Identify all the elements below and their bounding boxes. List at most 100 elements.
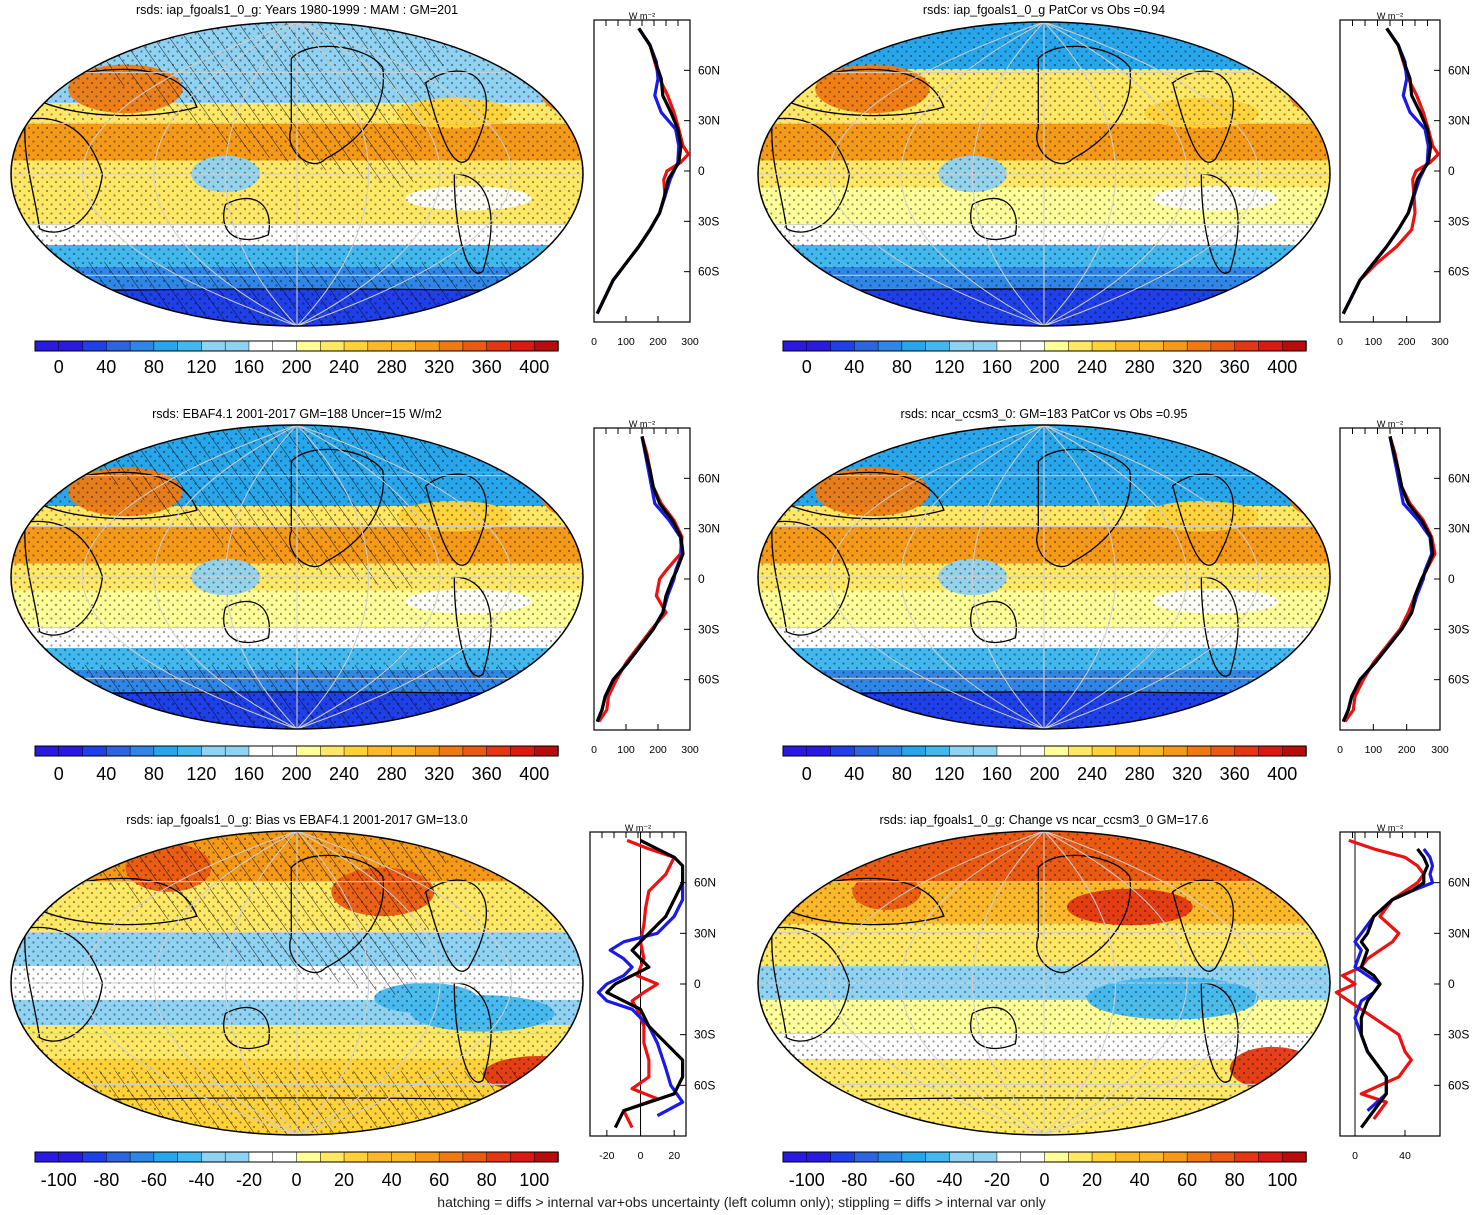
colorbar-cell [806, 1151, 832, 1163]
colorbar-tick-label: 200 [281, 357, 311, 377]
colorbar-cell [1258, 1151, 1283, 1163]
panel-title: rsds: iap_fgoals1_0_g PatCor vs Obs =0.9… [923, 3, 1165, 17]
colorbar-cell [201, 1151, 226, 1163]
map-p2 [757, 21, 1331, 327]
zonal-x-tick-label: 200 [649, 336, 667, 348]
zonal-y-tick-label: 30S [698, 622, 719, 636]
colorbar-cell [391, 745, 417, 757]
colorbar-cell [901, 340, 927, 352]
colorbar-cell [1210, 1151, 1236, 1163]
panel-title: rsds: iap_fgoals1_0_g: Change vs ncar_cc… [879, 813, 1208, 827]
panel-title: rsds: EBAF4.1 2001-2017 GM=188 Uncer=15 … [152, 407, 442, 421]
colorbar: -100 -80 -60 -40 -20 0 20 40 60 80 100 [782, 1151, 1307, 1190]
zonal-x-tick-label: 0 [1352, 1150, 1358, 1162]
colorbar-tick-label: 40 [96, 357, 116, 377]
zonal-y-tick-label: 30N [1448, 522, 1470, 536]
colorbar-tick-label: 20 [1082, 1170, 1102, 1190]
colorbar-cell [415, 340, 440, 352]
colorbar-tick-label: -100 [789, 1170, 825, 1190]
colorbar-cell [854, 340, 879, 352]
colorbar-tick-label: 60 [1177, 1170, 1197, 1190]
zonal-profile-black [605, 838, 685, 1129]
colorbar-cell [1234, 745, 1260, 757]
colorbar-cell [248, 340, 274, 352]
zonal-y-tick-label: 60S [698, 673, 719, 687]
colorbar-cell [248, 1151, 274, 1163]
colorbar-tick-label: -20 [236, 1170, 262, 1190]
zonal-units-label: W m⁻² [1377, 419, 1403, 429]
zonal-mean-plot: W m⁻² 0 100 200 300 60N 30N 0 30S 60S [1337, 419, 1470, 756]
colorbar-cell [82, 340, 108, 352]
colorbar-cell [1020, 340, 1046, 352]
colorbar-cell [343, 1151, 369, 1163]
panel-p6: rsds: iap_fgoals1_0_g: Change vs ncar_cc… [757, 813, 1470, 1190]
zonal-profile-black [595, 436, 685, 723]
colorbar-cell [438, 1151, 464, 1163]
zonal-x-tick-label: 200 [649, 744, 667, 756]
colorbar-cell [106, 1151, 131, 1163]
colorbar-cell [877, 340, 903, 352]
colorbar-cell [1020, 1151, 1046, 1163]
panel-title: rsds: iap_fgoals1_0_g: Years 1980-1999 :… [136, 3, 458, 17]
zonal-y-tick-label: 60S [1448, 673, 1469, 687]
colorbar-cell [533, 745, 559, 757]
zonal-y-tick-label: 30S [698, 214, 719, 228]
colorbar-cell [1044, 340, 1070, 352]
colorbar-cell [1163, 340, 1188, 352]
colorbar-cell [1044, 745, 1070, 757]
colorbar-tick-label: 400 [519, 357, 549, 377]
colorbar-cell [106, 745, 131, 757]
colorbar-cell [877, 1151, 903, 1163]
zonal-x-tick-label: 100 [1365, 336, 1383, 348]
colorbar-cell [996, 1151, 1022, 1163]
colorbar-tick-label: 360 [1220, 357, 1250, 377]
colorbar-cell [1281, 745, 1307, 757]
zonal-y-tick-label: 30S [1448, 214, 1469, 228]
colorbar-tick-label: 0 [1039, 1170, 1049, 1190]
colorbar-cell [462, 340, 488, 352]
colorbar-cell [1186, 745, 1212, 757]
colorbar-cell [129, 1151, 155, 1163]
colorbar-cell [901, 1151, 927, 1163]
zonal-y-tick-label: 60S [694, 1078, 715, 1092]
zonal-profile-black [1341, 27, 1433, 315]
colorbar-cell [972, 1151, 998, 1163]
panel-p2: rsds: iap_fgoals1_0_g PatCor vs Obs =0.9… [757, 3, 1470, 377]
colorbar-cell [153, 340, 179, 352]
colorbar-cell [510, 340, 535, 352]
colorbar-cell [34, 745, 60, 757]
colorbar-cell [1234, 340, 1260, 352]
colorbar-cell [533, 1151, 559, 1163]
colorbar-cell [1210, 745, 1236, 757]
zonal-profile-red [1334, 838, 1426, 1121]
colorbar-cell [1139, 340, 1165, 352]
colorbar-cell [248, 745, 274, 757]
colorbar-tick-label: 80 [892, 764, 912, 784]
colorbar-tick-label: 40 [844, 764, 864, 784]
colorbar-cell [1210, 340, 1236, 352]
colorbar: 0 40 80 120 160 200 240 280 320 360 400 [782, 340, 1307, 377]
colorbar-cell [106, 340, 131, 352]
colorbar-cell [296, 340, 322, 352]
zonal-x-tick-label: 200 [1398, 336, 1416, 348]
zonal-mean-plot: W m⁻² 0 100 200 300 60N 30N 0 30S 60S [591, 11, 720, 348]
colorbar-tick-label: 200 [1029, 357, 1059, 377]
colorbar-cell [1091, 745, 1117, 757]
colorbar-cell [1163, 745, 1188, 757]
colorbar-cell [806, 745, 832, 757]
map-p3 [10, 424, 584, 730]
colorbar-tick-label: 400 [1267, 357, 1297, 377]
colorbar-tick-label: -40 [936, 1170, 962, 1190]
colorbar-cell [320, 1151, 345, 1163]
colorbar-tick-label: 400 [1267, 764, 1297, 784]
zonal-mean-plot: W m⁻² 0 100 200 300 60N 30N 0 30S 60S [591, 419, 720, 756]
colorbar-tick-label: 280 [377, 764, 407, 784]
colorbar-cell [343, 745, 369, 757]
zonal-y-tick-label: 0 [698, 164, 705, 178]
colorbar-cell [462, 1151, 488, 1163]
zonal-y-tick-label: 60N [1448, 876, 1470, 890]
zonal-x-tick-label: 0 [1337, 744, 1343, 756]
colorbar-cell [320, 745, 345, 757]
zonal-x-tick-label: 300 [1431, 744, 1449, 756]
colorbar: 0 40 80 120 160 200 240 280 320 360 400 [782, 745, 1307, 784]
